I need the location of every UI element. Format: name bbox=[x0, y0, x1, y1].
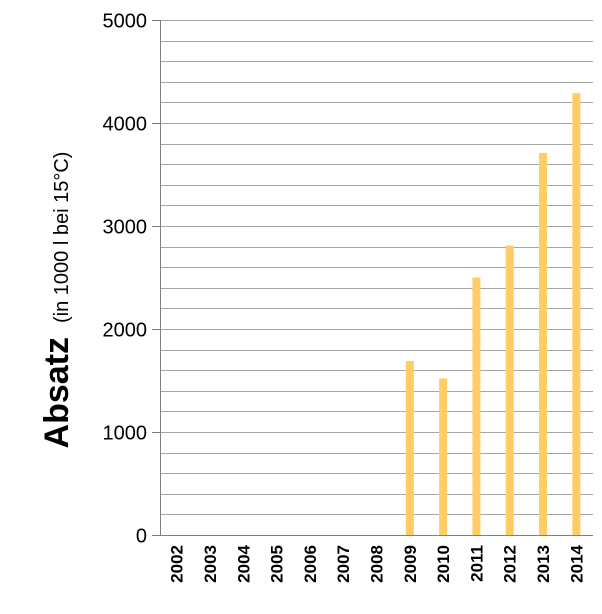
bar bbox=[439, 378, 448, 535]
bar bbox=[539, 152, 548, 535]
bars bbox=[405, 93, 581, 535]
x-tick-label: 2009 bbox=[401, 545, 420, 583]
y-axis-label-main: Absatz bbox=[38, 337, 76, 448]
y-tick-label: 0 bbox=[136, 526, 147, 548]
bar bbox=[572, 93, 581, 535]
x-tick-label: 2013 bbox=[534, 545, 553, 583]
bar bbox=[405, 360, 414, 535]
x-tick-label: 2010 bbox=[434, 545, 453, 583]
gridlines bbox=[160, 20, 593, 515]
bar bbox=[472, 277, 481, 535]
x-tick-label: 2008 bbox=[368, 545, 387, 583]
x-tick-label: 2006 bbox=[301, 545, 320, 583]
x-tick-label: 2014 bbox=[567, 544, 586, 582]
x-axis-ticks: 2002 2003 2004 2005 2006 2007 2008 2009 2010 2011… bbox=[168, 544, 587, 582]
bar bbox=[505, 245, 514, 535]
y-axis-label: Absatz (in 1000 l bei 15°C) bbox=[38, 152, 76, 449]
x-tick-label: 2002 bbox=[168, 545, 187, 583]
x-tick-label: 2007 bbox=[334, 545, 353, 583]
y-tick-label: 3000 bbox=[103, 217, 148, 239]
x-tick-label: 2011 bbox=[467, 545, 486, 582]
x-tick-label: 2005 bbox=[268, 545, 287, 583]
x-tick-label: 2003 bbox=[201, 545, 220, 583]
y-tick-label: 5000 bbox=[103, 11, 148, 33]
x-tick-label: 2012 bbox=[501, 545, 520, 583]
y-tick-label: 1000 bbox=[103, 423, 148, 445]
y-tick-label: 2000 bbox=[103, 320, 148, 342]
y-axis-label-unit: (in 1000 l bei 15°C) bbox=[51, 152, 73, 323]
y-tick-label: 4000 bbox=[103, 114, 148, 136]
x-tick-label: 2004 bbox=[234, 544, 253, 582]
y-axis-ticks: 0 1000 2000 3000 4000 5000 bbox=[103, 11, 160, 548]
